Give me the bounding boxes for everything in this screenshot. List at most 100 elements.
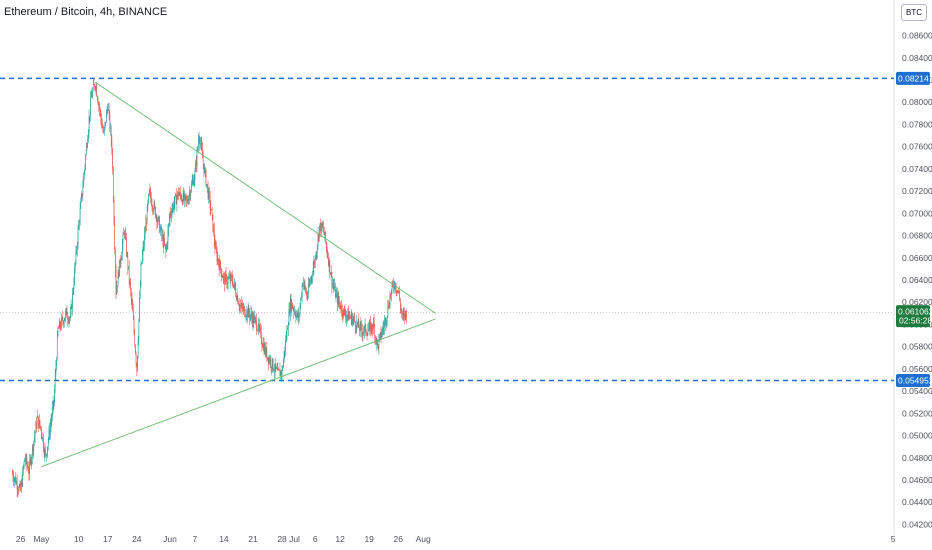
candle-body <box>259 328 261 330</box>
candle-body <box>101 125 103 128</box>
candle-body <box>281 368 283 375</box>
candle-body <box>336 293 337 295</box>
candle-body <box>83 176 84 188</box>
candle-body <box>115 270 117 295</box>
candle-body <box>348 310 349 321</box>
countdown-label: 02:56:28 <box>899 316 932 326</box>
candle-body <box>216 251 218 262</box>
candle-body <box>337 293 338 305</box>
candle-body <box>124 233 126 235</box>
candle-body <box>195 162 196 172</box>
x-tick-label: 5 <box>891 534 896 544</box>
candle-body <box>68 318 70 322</box>
candle-body <box>173 203 175 210</box>
candle-body <box>294 311 296 316</box>
candle-body <box>319 225 320 238</box>
candle-body <box>391 289 392 297</box>
candle-body <box>186 200 188 202</box>
candle-body <box>198 137 200 142</box>
candle-body <box>269 359 271 363</box>
candle-body <box>233 284 234 287</box>
candle-body <box>377 339 378 345</box>
candle-body <box>345 315 346 319</box>
candle-body <box>193 179 194 185</box>
candle-body <box>133 311 134 320</box>
candle-body <box>111 140 113 151</box>
candle-body <box>91 95 93 97</box>
x-tick-label: 14 <box>219 534 229 544</box>
candle-body <box>144 234 145 246</box>
candle-body <box>263 343 265 354</box>
candle-body <box>351 313 353 325</box>
candle-body <box>304 282 306 287</box>
candle-body <box>314 256 316 264</box>
candle-body <box>214 241 216 249</box>
candle-body <box>92 83 94 91</box>
candle-body <box>20 482 22 491</box>
candle-body <box>301 286 303 298</box>
candle-body <box>63 321 64 324</box>
candle-body <box>68 319 69 322</box>
candle-body <box>275 363 277 369</box>
candle-body <box>361 330 363 335</box>
candle-body <box>395 289 397 291</box>
candle-body <box>151 197 152 205</box>
candle-body <box>368 324 370 330</box>
candle-body <box>160 227 162 230</box>
candle-body <box>303 283 304 285</box>
candle-body <box>153 210 154 211</box>
candle-body <box>21 482 23 486</box>
candle-body <box>124 233 125 235</box>
candle-body <box>341 305 342 311</box>
candle-body <box>330 272 331 275</box>
candle-body <box>380 332 382 338</box>
candle-body <box>358 320 360 329</box>
candle-body <box>397 290 398 293</box>
candle-body <box>145 222 147 233</box>
candle-body <box>240 305 241 307</box>
candle-body <box>262 345 263 348</box>
candle-body <box>30 459 32 464</box>
candle-body <box>359 328 360 331</box>
candle-body <box>212 214 214 232</box>
candle-body <box>156 215 158 223</box>
candle-body <box>250 312 252 316</box>
candle-body <box>210 208 212 211</box>
candle-body <box>274 363 276 371</box>
candle-body <box>264 346 266 354</box>
candle-body <box>34 436 35 442</box>
candle-body <box>402 313 403 315</box>
currency-badge[interactable]: BTC <box>901 4 927 21</box>
candle-body <box>406 312 407 318</box>
candle-body <box>232 281 234 287</box>
candle-body <box>59 321 60 329</box>
candle-body <box>89 115 91 117</box>
candle-body <box>350 313 352 319</box>
candle-body <box>191 181 193 185</box>
candle-body <box>178 191 179 196</box>
candle-body <box>258 323 260 329</box>
candle-body <box>400 307 402 310</box>
level-badge-label: 0.054952 <box>898 376 932 386</box>
candle-body <box>292 303 293 309</box>
candle-body <box>14 478 15 482</box>
x-tick-label: 28 <box>277 534 287 544</box>
candle-body <box>249 313 250 319</box>
candle-body <box>371 324 373 329</box>
candle-body <box>166 244 167 252</box>
candle-body <box>182 192 184 204</box>
candle-body <box>346 316 347 319</box>
candle-body <box>244 306 245 316</box>
candle-body <box>126 238 127 255</box>
candle-body <box>201 143 203 150</box>
candle-body <box>211 209 213 215</box>
candle-body <box>61 318 62 328</box>
candle-body <box>403 313 405 315</box>
candle-body <box>404 311 406 318</box>
candle-body <box>109 112 111 129</box>
candle-body <box>386 316 388 321</box>
candle-body <box>364 326 365 332</box>
candle-body <box>154 203 156 208</box>
